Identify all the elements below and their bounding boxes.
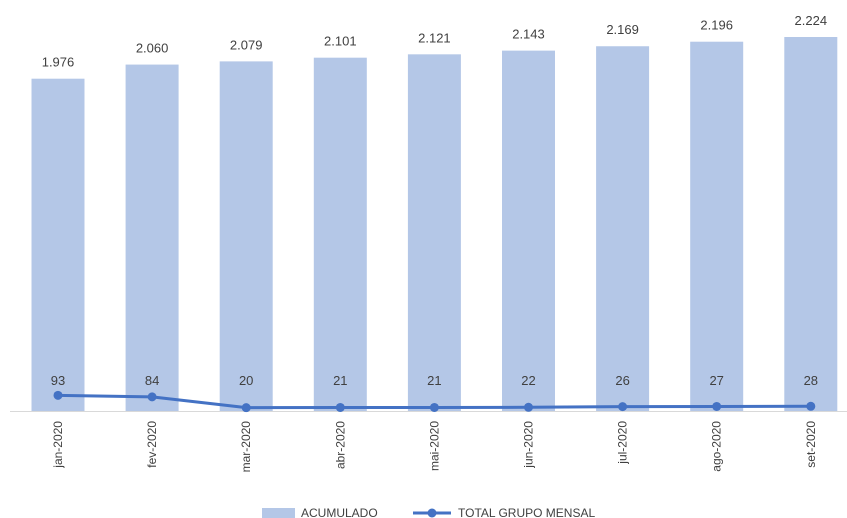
bar-value-label-abr-2020: 2.101 [324, 34, 357, 49]
bar-jul-2020 [596, 46, 650, 412]
line-point-jul-2020 [618, 402, 628, 412]
line-point-set-2020 [806, 401, 816, 411]
x-tick-jul-2020: jul-2020 [616, 421, 630, 465]
bar-data-labels: 1.976 2.060 2.079 2.101 2.121 2.143 2.169 2.196… [42, 13, 827, 70]
line-point-abr-2020 [335, 402, 345, 412]
x-tick-ago-2020: ago-2020 [710, 421, 724, 472]
line-point-mai-2020 [429, 402, 439, 412]
bar-value-label-set-2020: 2.224 [795, 13, 828, 28]
bar-jan-2020 [31, 78, 85, 412]
line-value-label-mai-2020: 21 [427, 373, 441, 388]
x-tick-mar-2020: mar-2020 [239, 421, 253, 473]
bar-value-label-fev-2020: 2.060 [136, 41, 169, 56]
line-value-label-mar-2020: 20 [239, 373, 253, 388]
x-tick-jan-2020: jan-2020 [51, 421, 65, 469]
bar-value-label-mai-2020: 2.121 [418, 30, 451, 45]
line-point-jun-2020 [524, 402, 533, 412]
line-value-label-fev-2020: 84 [145, 373, 159, 388]
x-axis-tick-labels: jan-2020 fev-2020 mar-2020 abr-2020 mai-2020… [51, 421, 818, 473]
line-value-label-jan-2020: 93 [51, 373, 65, 388]
line-point-ago-2020 [712, 401, 722, 411]
bar-value-label-ago-2020: 2.196 [700, 18, 733, 33]
bar-abr-2020 [313, 57, 367, 411]
x-tick-mai-2020: mai-2020 [427, 421, 441, 471]
bar-mai-2020 [407, 54, 461, 411]
line-point-fev-2020 [147, 392, 157, 402]
bar-value-label-jan-2020: 1.976 [42, 55, 75, 70]
bar-ago-2020 [690, 41, 744, 412]
legend-swatch-acumulado [262, 508, 295, 518]
line-point-mar-2020 [241, 403, 251, 413]
legend-label-acumulado: ACUMULADO [301, 506, 378, 518]
bar-value-label-jun-2020: 2.143 [512, 27, 545, 42]
x-tick-abr-2020: abr-2020 [333, 421, 347, 469]
line-value-label-abr-2020: 21 [333, 373, 347, 388]
bar-series-acumulado [31, 37, 838, 412]
line-value-label-ago-2020: 27 [709, 373, 723, 388]
line-value-label-set-2020: 28 [804, 373, 818, 388]
legend: ACUMULADO TOTAL GRUPO MENSAL [262, 506, 595, 518]
x-tick-set-2020: set-2020 [804, 421, 818, 468]
bar-value-label-mar-2020: 2.079 [230, 37, 263, 52]
line-value-label-jun-2020: 22 [521, 373, 535, 388]
line-series-total-grupo-mensal [53, 390, 816, 413]
line-data-labels: 93 84 20 21 21 22 26 27 28 [51, 373, 818, 388]
legend-label-total-grupo-mensal: TOTAL GRUPO MENSAL [458, 506, 595, 518]
bar-jun-2020 [502, 50, 555, 412]
bar-set-2020 [784, 37, 838, 411]
line-point-jan-2020 [53, 390, 63, 400]
x-tick-jun-2020: jun-2020 [522, 421, 536, 469]
x-tick-fev-2020: fev-2020 [145, 421, 159, 468]
bar-fev-2020 [125, 64, 179, 412]
bar-value-label-jul-2020: 2.169 [606, 22, 639, 37]
line-value-label-jul-2020: 26 [615, 373, 629, 388]
legend-marker-total-grupo-mensal [427, 508, 437, 518]
bar-mar-2020 [219, 61, 273, 411]
